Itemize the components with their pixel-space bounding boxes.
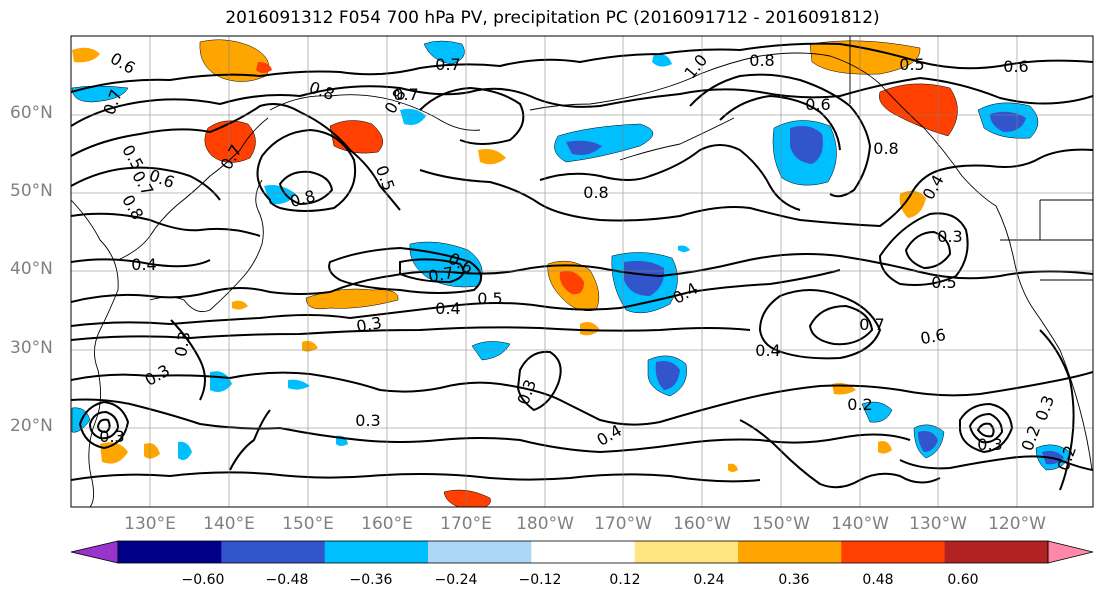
contour-label: 0.7 bbox=[393, 85, 418, 104]
colorbar-frame bbox=[117, 540, 1049, 564]
colorbar-tick-label: 0.48 bbox=[862, 572, 894, 588]
contour-label: 0.3 bbox=[141, 361, 173, 390]
contour-label: 0.7 bbox=[859, 315, 884, 334]
shading-layer bbox=[71, 39, 1071, 507]
contour-label: 0.8 bbox=[583, 183, 608, 202]
colorbar-tick-label: 0.60 bbox=[947, 572, 979, 588]
lon-label: 130°W bbox=[909, 514, 967, 534]
contour-label: 0.3 bbox=[1032, 393, 1059, 423]
lon-label: 120°W bbox=[988, 514, 1046, 534]
lon-label: 150°W bbox=[752, 514, 810, 534]
colorbar-tick-label: −0.12 bbox=[518, 572, 562, 588]
lat-label: 30°N bbox=[10, 338, 53, 358]
map-frame bbox=[70, 35, 1094, 508]
contour-label: 0.3 bbox=[977, 435, 1002, 454]
colorbar-tick-label: 0.24 bbox=[693, 572, 725, 588]
colorbar-extend-low bbox=[70, 540, 119, 564]
contour-label: 0.3 bbox=[937, 227, 962, 246]
colorbar-tick-label: −0.36 bbox=[349, 572, 393, 588]
contour-label: 0.2 bbox=[847, 395, 872, 414]
contour-label: 0.7 bbox=[427, 263, 455, 286]
contour-label: 0.3 bbox=[355, 313, 383, 336]
colorbar-segment bbox=[634, 541, 739, 563]
map-title: 2016091312 F054 700 hPa PV, precipitatio… bbox=[225, 8, 880, 28]
colorbar-tick-label: −0.48 bbox=[265, 572, 309, 588]
contour-label: 1.0 bbox=[680, 51, 711, 83]
contour-label: 0.7 bbox=[435, 55, 460, 74]
lon-label: 170°E bbox=[440, 514, 492, 534]
colorbar-segment bbox=[428, 541, 532, 563]
colorbar-tick-label: −0.60 bbox=[181, 572, 225, 588]
contour-label: 0.6 bbox=[1003, 57, 1028, 76]
lon-label: 160°W bbox=[673, 514, 731, 534]
colorbar-tick-label: 0.36 bbox=[778, 572, 810, 588]
lon-label: 160°E bbox=[361, 514, 413, 534]
contour-label: 0.8 bbox=[873, 139, 898, 158]
contour-label: 0.5 bbox=[899, 55, 924, 74]
contour-label: 0.5 bbox=[931, 273, 956, 292]
contour-label: 0.3 bbox=[171, 330, 194, 358]
lat-label: 20°N bbox=[10, 416, 53, 436]
contour-label: 0.4 bbox=[131, 255, 156, 274]
colorbar-segment bbox=[118, 541, 222, 563]
colorbar-tick-label: 0.12 bbox=[609, 572, 641, 588]
lat-label: 50°N bbox=[10, 181, 53, 201]
contour-label: 0.6 bbox=[919, 325, 947, 348]
contour-label: 0.8 bbox=[307, 78, 337, 105]
contour-label: 0.8 bbox=[749, 51, 774, 70]
contour-label: 0.6 bbox=[805, 95, 830, 114]
contour-label: 0.5 bbox=[372, 163, 399, 193]
lat-label: 60°N bbox=[10, 103, 53, 123]
lat-label: 40°N bbox=[10, 259, 53, 279]
lon-label: 140°E bbox=[203, 514, 255, 534]
contour-label: 0.4 bbox=[435, 299, 460, 318]
colorbar-tick-label: −0.24 bbox=[434, 572, 478, 588]
colorbar-segment bbox=[738, 541, 842, 563]
colorbar-segment bbox=[841, 541, 946, 563]
colorbar-segment bbox=[324, 541, 429, 563]
contour-label: 0.3 bbox=[355, 411, 380, 430]
contour-label: 0.6 bbox=[107, 49, 139, 78]
colorbar-extend-high bbox=[1047, 540, 1094, 564]
colorbar-segment bbox=[531, 541, 636, 563]
colorbar-segment bbox=[944, 541, 1049, 563]
lon-label: 170°W bbox=[594, 514, 652, 534]
lon-label: 140°W bbox=[831, 514, 889, 534]
contour-label: 0.4 bbox=[755, 341, 780, 360]
contour-label: 0.4 bbox=[593, 421, 625, 450]
lon-label: 150°E bbox=[282, 514, 334, 534]
colorbar-segment bbox=[221, 541, 326, 563]
colorbar bbox=[70, 540, 1094, 564]
graticule bbox=[71, 36, 1093, 507]
contour-label: 0.8 bbox=[288, 186, 318, 211]
contour-label: 0.5 bbox=[477, 289, 502, 308]
lon-label: 180°W bbox=[516, 514, 574, 534]
lon-label: 130°E bbox=[124, 514, 176, 534]
contour-label: 0.3 bbox=[99, 427, 124, 446]
contour-label: 0.3 bbox=[514, 377, 541, 407]
